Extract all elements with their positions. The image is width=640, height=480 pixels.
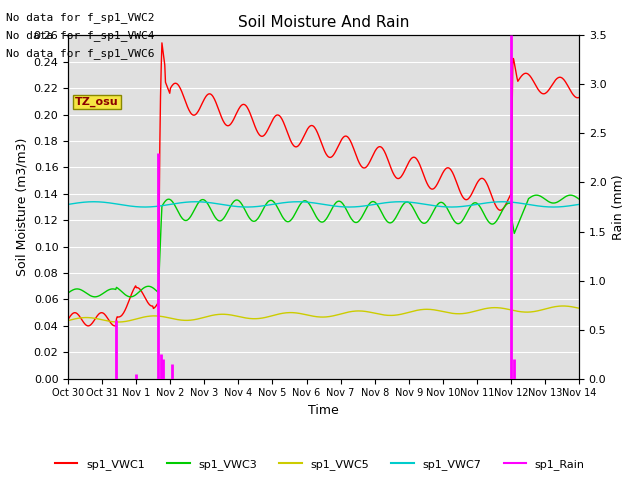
Text: No data for f_sp1_VWC2: No data for f_sp1_VWC2 <box>6 12 155 23</box>
Y-axis label: Soil Moisture (m3/m3): Soil Moisture (m3/m3) <box>15 138 28 276</box>
Text: TZ_osu: TZ_osu <box>75 97 119 107</box>
X-axis label: Time: Time <box>308 404 339 417</box>
Text: No data for f_sp1_VWC4: No data for f_sp1_VWC4 <box>6 30 155 41</box>
Y-axis label: Rain (mm): Rain (mm) <box>612 174 625 240</box>
Legend: sp1_VWC1, sp1_VWC3, sp1_VWC5, sp1_VWC7, sp1_Rain: sp1_VWC1, sp1_VWC3, sp1_VWC5, sp1_VWC7, … <box>51 455 589 474</box>
Title: Soil Moisture And Rain: Soil Moisture And Rain <box>238 15 409 30</box>
Text: No data for f_sp1_VWC6: No data for f_sp1_VWC6 <box>6 48 155 60</box>
